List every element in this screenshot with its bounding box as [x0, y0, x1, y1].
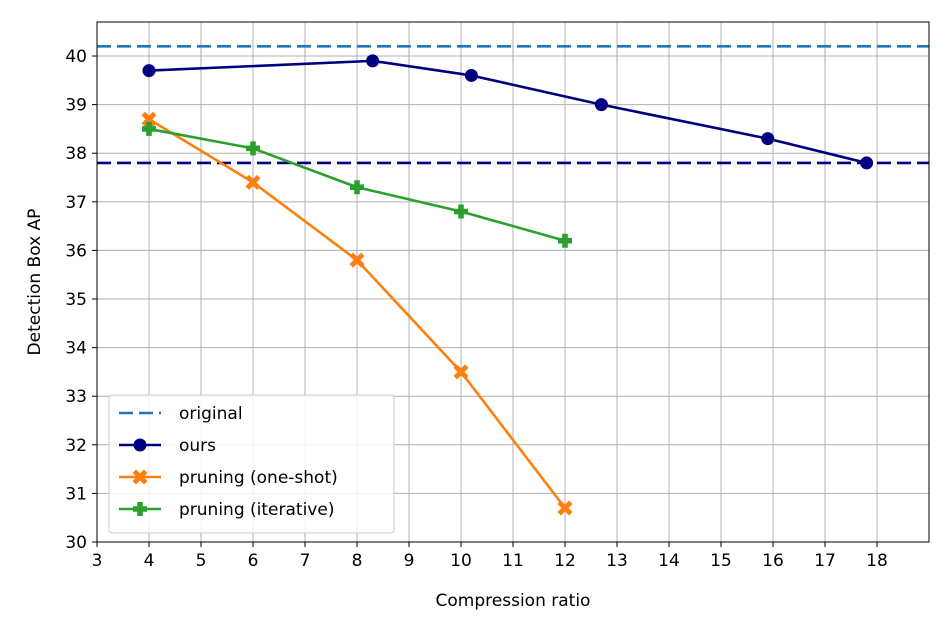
data-point	[246, 141, 260, 156]
legend-label: original	[179, 404, 243, 424]
x-axis-label: Compression ratio	[436, 591, 591, 611]
data-point	[133, 438, 147, 452]
data-point	[142, 64, 156, 78]
data-point	[141, 111, 157, 127]
y-tick-label: 31	[65, 484, 87, 504]
grid	[96, 22, 929, 543]
data-point	[860, 156, 874, 170]
y-tick-label: 30	[65, 533, 87, 553]
y-tick-label: 39	[65, 96, 87, 116]
x-tick-label: 9	[404, 551, 415, 571]
legend-item: pruning (one-shot)	[119, 468, 338, 488]
x-tick-label: 18	[866, 551, 888, 571]
x-tick-label: 16	[762, 551, 784, 571]
data-point	[142, 121, 156, 136]
data-point	[349, 252, 365, 268]
series-layer	[141, 54, 874, 516]
x-tick-label: 11	[502, 551, 524, 571]
legend-label: ours	[179, 436, 216, 456]
y-tick-label: 34	[65, 339, 87, 359]
x-tick-label: 6	[248, 551, 259, 571]
legend-box	[108, 394, 395, 534]
x-tick-label: 13	[606, 551, 628, 571]
data-point	[558, 233, 572, 248]
y-axis-label: Detection Box AP	[25, 209, 45, 356]
y-tick-label: 36	[65, 241, 87, 261]
x-tick-label: 5	[196, 551, 207, 571]
legend-label: pruning (one-shot)	[179, 468, 338, 488]
data-point	[594, 98, 608, 112]
y-tick-label: 32	[65, 436, 87, 456]
legend-item: original	[119, 404, 243, 424]
x-tick-label: 12	[554, 551, 576, 571]
data-point	[761, 132, 775, 146]
data-point	[464, 68, 478, 82]
series-line	[148, 59, 867, 165]
y-axis-ticks: 30 31 32 33 34 35 36 37 38 39 40	[65, 47, 97, 553]
data-point	[133, 502, 147, 516]
series-pruning-one-shot-	[141, 111, 573, 516]
x-tick-label: 8	[352, 551, 363, 571]
y-tick-label: 40	[65, 47, 87, 67]
legend-label: pruning (iterative)	[179, 500, 334, 520]
x-tick-label: 4	[144, 551, 155, 571]
y-tick-label: 38	[65, 144, 87, 164]
legend-item: ours	[119, 436, 216, 456]
x-tick-label: 15	[710, 551, 732, 571]
series-ours	[142, 54, 874, 170]
y-tick-label: 35	[65, 290, 87, 310]
data-point	[350, 180, 364, 195]
data-point	[245, 174, 261, 190]
x-tick-label: 10	[450, 551, 472, 571]
x-tick-label: 7	[300, 551, 311, 571]
y-tick-label: 33	[65, 387, 87, 407]
data-point	[453, 364, 469, 380]
data-point	[454, 204, 468, 219]
series-pruning-iterative-	[142, 121, 572, 248]
reference-lines	[97, 44, 929, 165]
legend: original ours pruning (one-shot) pruning (i…	[108, 394, 395, 534]
data-point	[557, 500, 573, 516]
x-tick-label: 17	[814, 551, 836, 571]
data-point	[366, 54, 380, 68]
legend-item: pruning (iterative)	[119, 500, 334, 520]
x-tick-label: 3	[92, 551, 103, 571]
data-point	[132, 469, 148, 485]
y-tick-label: 37	[65, 193, 87, 213]
x-axis-ticks: 3 4 5 6 7 8 9 10 11 12 13 14 15 16 17 18	[92, 542, 888, 571]
x-tick-label: 14	[658, 551, 680, 571]
